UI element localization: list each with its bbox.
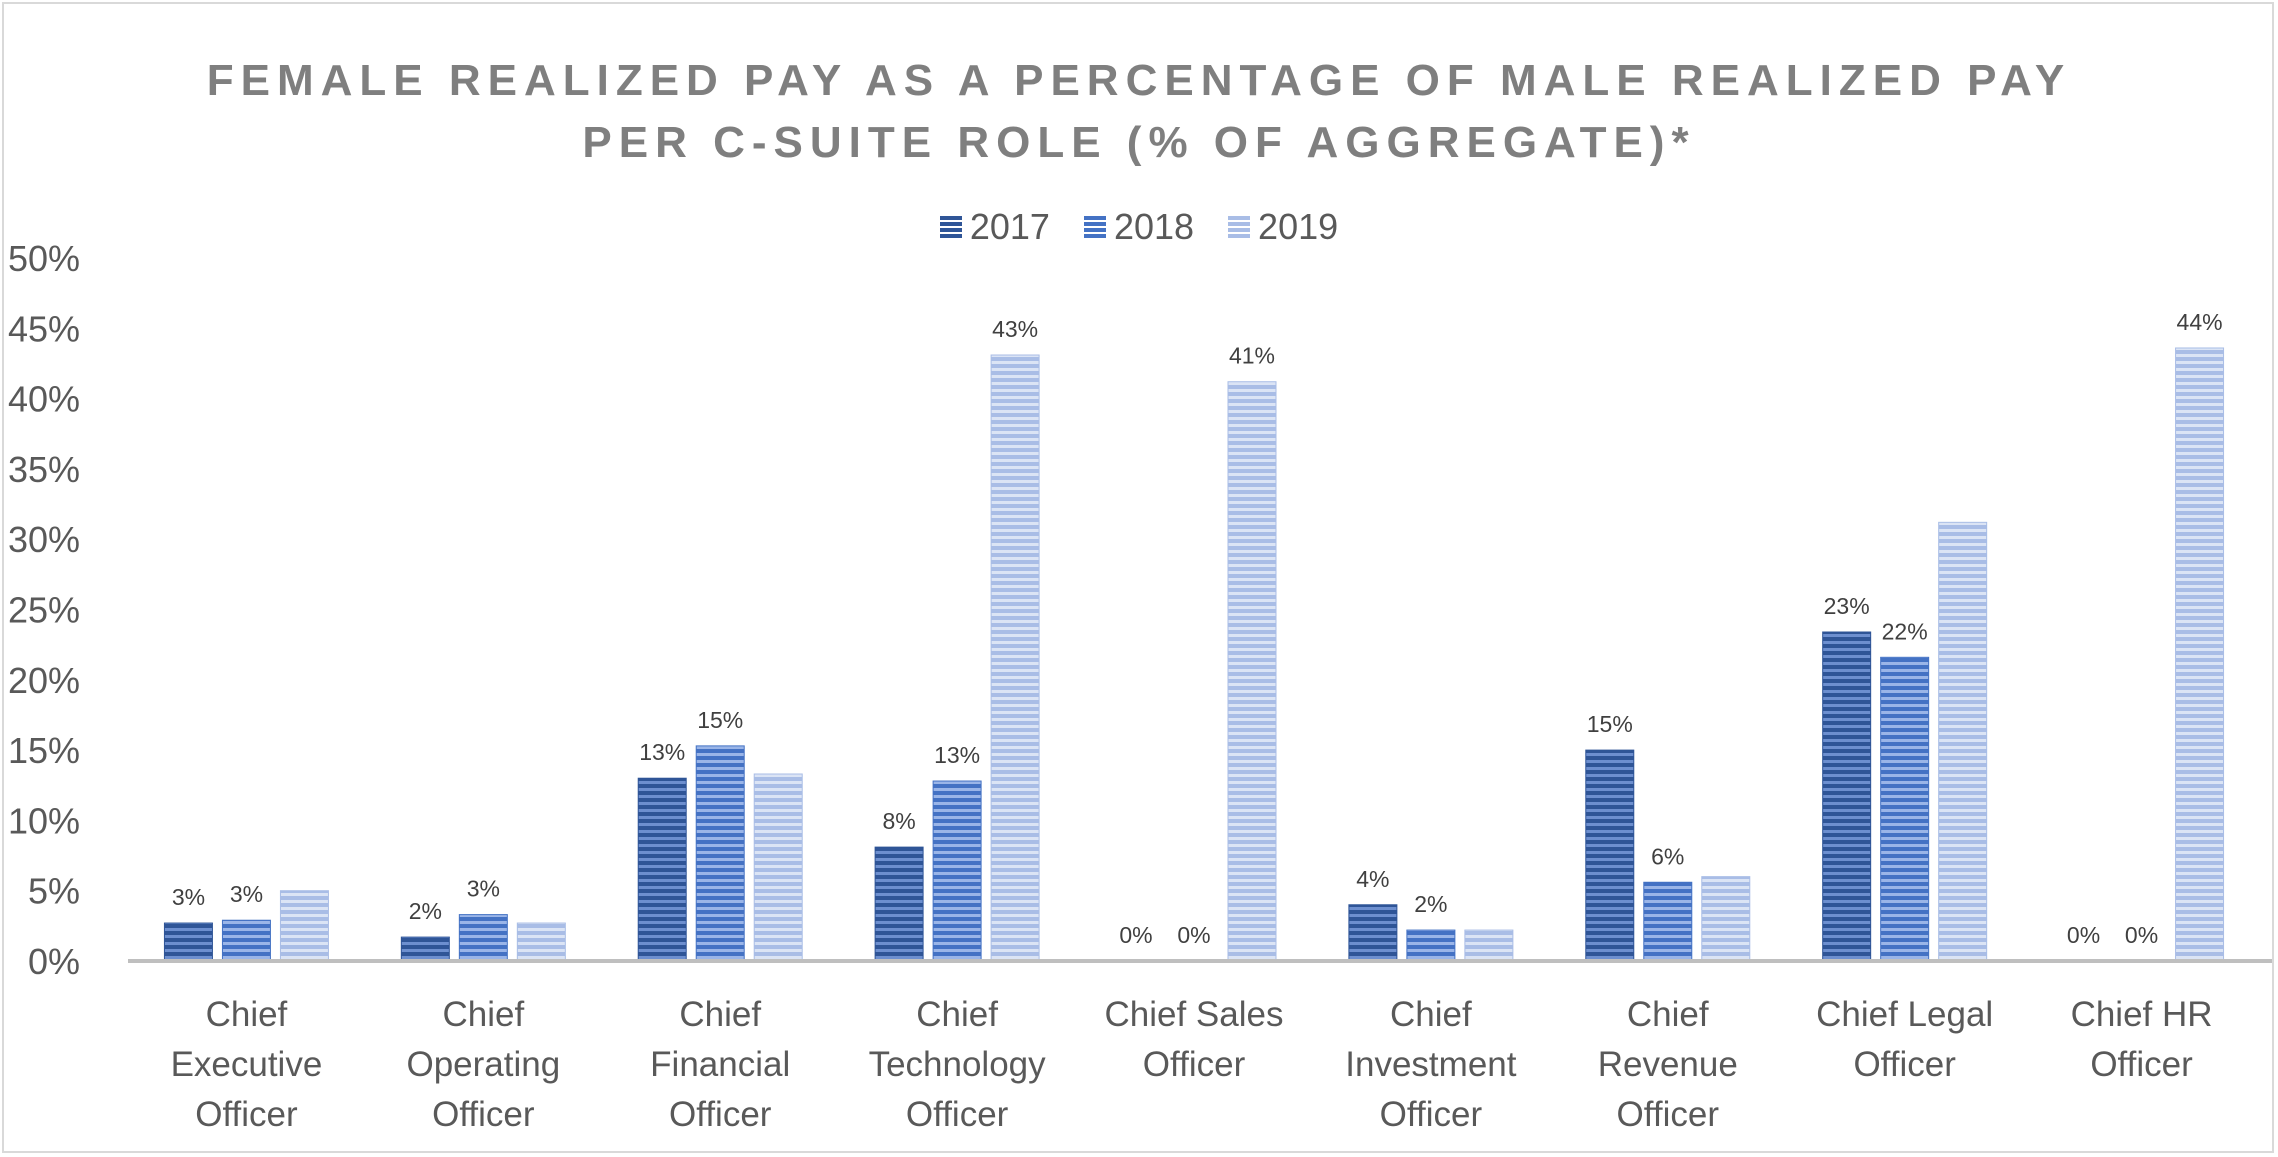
bar-2017-6 [1585, 749, 1635, 962]
bar-2017-2 [637, 777, 687, 962]
y-tick-label: 45% [8, 308, 80, 349]
bar-2017-0 [163, 922, 213, 962]
legend-swatch-2017 [939, 216, 962, 238]
data-label-2018-8: 0% [2125, 922, 2158, 948]
data-label-2017-4: 0% [1119, 922, 1152, 948]
data-label-2017-0: 3% [172, 884, 205, 910]
bar-2017-1 [400, 936, 450, 962]
bar-2017-3 [874, 846, 924, 962]
legend: 2017 2018 2019 [0, 206, 2278, 248]
bar-2019-1 [516, 922, 566, 962]
x-tick-label: Chief Operating Officer [406, 995, 560, 1134]
bar-2019-3 [990, 354, 1040, 962]
y-tick-label: 15% [8, 730, 80, 771]
legend-item-2017: 2017 [939, 206, 1050, 248]
y-tick-label: 30% [8, 519, 80, 560]
bar-2018-0 [221, 919, 271, 962]
x-tick-label: Chief Sales Officer [1105, 995, 1284, 1084]
data-label-2018-7: 22% [1882, 618, 1928, 644]
y-tick-label: 35% [8, 449, 80, 490]
bar-2018-1 [458, 914, 508, 962]
data-label-2018-5: 2% [1414, 891, 1447, 917]
x-tick-label: Chief Revenue Officer [1598, 995, 1738, 1134]
y-tick-label: 0% [28, 941, 80, 982]
bar-2017-7 [1822, 631, 1872, 962]
y-axis: 0% 5% 10% 15% 20% 25% 30% 35% 40% 45% 50% [8, 238, 80, 982]
bar-2019-2 [753, 773, 803, 962]
bar-2019-5 [1464, 929, 1514, 962]
bar-2019-6 [1701, 876, 1751, 962]
bar-2019-0 [279, 890, 329, 962]
x-tick-label: Chief Financial Officer [650, 995, 790, 1134]
data-label-2019-4: 41% [1229, 343, 1275, 369]
bar-2018-2 [695, 745, 745, 962]
data-label-2017-8: 0% [2067, 922, 2100, 948]
y-tick-label: 20% [8, 660, 80, 701]
data-label-2017-3: 8% [882, 808, 915, 834]
y-tick-label: 5% [28, 871, 80, 912]
data-label-2018-4: 0% [1177, 922, 1210, 948]
bar-2018-7 [1880, 656, 1930, 962]
data-label-2019-8: 44% [2177, 309, 2223, 335]
bar-2019-8 [2175, 347, 2225, 962]
x-tick-label: Chief Legal Officer [1816, 995, 1993, 1084]
bar-2017-5 [1348, 904, 1398, 962]
y-tick-label: 25% [8, 590, 80, 631]
legend-item-2019: 2019 [1228, 206, 1338, 248]
x-axis: Chief Executive Officer Chief Operating Offic… [171, 995, 2213, 1134]
legend-swatch-2018 [1083, 216, 1106, 238]
bar-2019-4 [1227, 381, 1277, 962]
data-label-2017-2: 13% [639, 739, 685, 765]
data-label-2017-5: 4% [1356, 866, 1389, 892]
y-tick-label: 50% [8, 238, 80, 279]
legend-label-2018: 2018 [1113, 206, 1195, 247]
legend-item-2018: 2018 [1083, 206, 1195, 248]
data-label-2017-1: 2% [409, 898, 442, 924]
legend-label-2019: 2019 [1258, 206, 1339, 247]
legend-label-2017: 2017 [969, 206, 1050, 247]
data-label-2018-0: 3% [230, 881, 263, 907]
data-label-2018-1: 3% [467, 876, 500, 902]
y-tick-label: 10% [8, 800, 80, 841]
bar-2018-5 [1406, 929, 1456, 962]
y-tick-label: 40% [8, 379, 80, 420]
x-tick-label: Chief HR Officer [2071, 995, 2213, 1084]
x-tick-label: Chief Technology Officer [869, 995, 1047, 1134]
data-label-2018-2: 15% [697, 707, 743, 733]
bars [163, 347, 2225, 962]
data-label-2018-3: 13% [934, 742, 980, 768]
bar-2018-3 [932, 780, 982, 962]
data-label-2018-6: 6% [1651, 843, 1684, 869]
bar-2019-7 [1938, 521, 1988, 962]
x-tick-label: Chief Executive Officer [171, 995, 323, 1134]
data-labels: 3% 3% 2% 3% 13% 15% 8% 13% 43% 0% 0% 41% 4% 2% 15% 6% 23… [172, 309, 2223, 948]
chart-title-line-2: PER C-SUITE ROLE (% OF AGGREGATE)* [582, 118, 1696, 167]
data-label-2017-7: 23% [1824, 593, 1870, 619]
chart-title-line-1: FEMALE REALIZED PAY AS A PERCENTAGE OF M… [206, 56, 2072, 105]
legend-swatch-2019 [1228, 216, 1251, 238]
data-label-2017-6: 15% [1587, 711, 1633, 737]
data-label-2019-3: 43% [992, 316, 1038, 342]
bar-2018-6 [1643, 881, 1693, 962]
x-tick-label: Chief Investment Officer [1345, 995, 1516, 1134]
